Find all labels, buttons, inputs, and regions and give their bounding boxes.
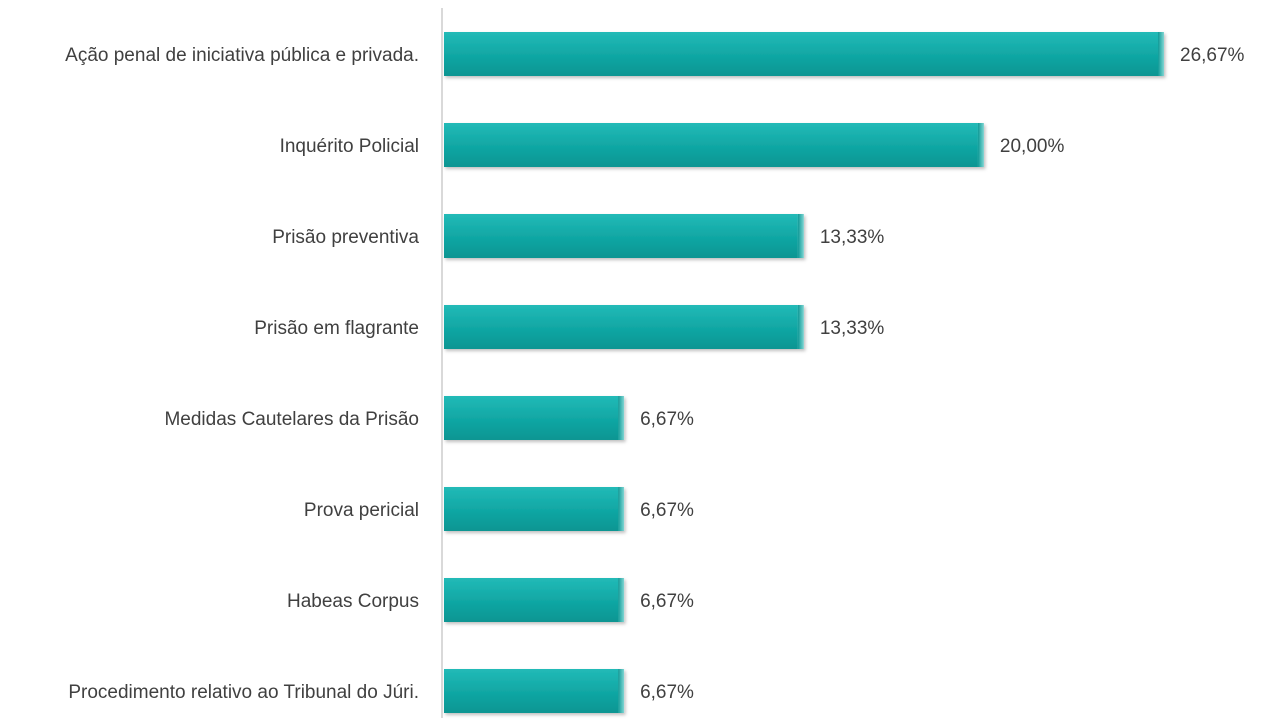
category-label: Prova pericial (304, 500, 419, 521)
category-label: Medidas Cautelares da Prisão (164, 409, 419, 430)
value-label: 6,67% (640, 591, 694, 612)
bar (444, 487, 625, 531)
bar (444, 669, 625, 713)
bar-body (444, 487, 619, 531)
bar-end-cap (618, 578, 625, 622)
category-label: Procedimento relativo ao Tribunal do Júr… (68, 682, 419, 703)
bar (444, 396, 625, 440)
bar-body (444, 123, 978, 167)
category-label: Prisão preventiva (272, 227, 419, 248)
bar (444, 32, 1164, 76)
bar-end-cap (977, 123, 984, 167)
category-label: Inquérito Policial (280, 136, 419, 157)
value-label: 6,67% (640, 682, 694, 703)
value-label: 13,33% (820, 318, 885, 339)
bar-end-cap (797, 305, 804, 349)
bar-body (444, 305, 798, 349)
value-label: 26,67% (1180, 45, 1245, 66)
bar (444, 305, 804, 349)
bar (444, 214, 804, 258)
bar-end-cap (618, 396, 625, 440)
bar-body (444, 32, 1158, 76)
value-labels: 26,67% 20,00% 13,33% 13,33% 6,67% 6,67% 6,67% 6… (640, 45, 1244, 703)
value-label: 20,00% (1000, 136, 1065, 157)
bar-end-cap (618, 487, 625, 531)
bar (444, 123, 984, 167)
category-labels: Ação penal de iniciativa pública e priva… (65, 45, 419, 703)
bar-end-cap (1158, 32, 1164, 76)
bar-end-cap (618, 669, 625, 713)
category-label: Habeas Corpus (287, 591, 419, 612)
bar-body (444, 578, 619, 622)
bar-body (444, 214, 798, 258)
bars-layer (444, 32, 1164, 713)
value-label: 6,67% (640, 409, 694, 430)
category-label: Prisão em flagrante (254, 318, 419, 339)
category-label: Ação penal de iniciativa pública e priva… (65, 45, 419, 66)
bar-body (444, 396, 619, 440)
bar (444, 578, 625, 622)
value-label: 13,33% (820, 227, 885, 248)
bar-end-cap (797, 214, 804, 258)
value-label: 6,67% (640, 500, 694, 521)
bar-body (444, 669, 619, 713)
